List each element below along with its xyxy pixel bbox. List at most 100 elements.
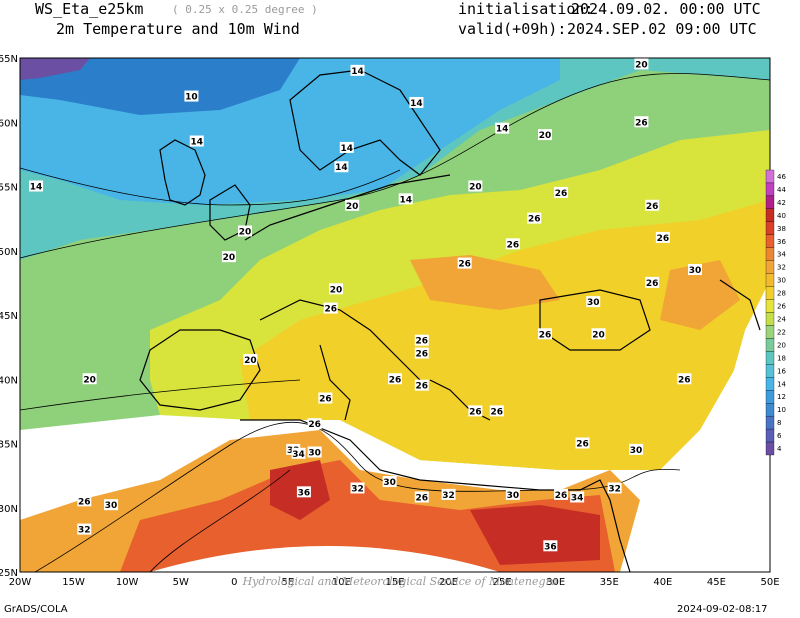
lat-tick-label: 50N [0, 247, 18, 258]
contour-label-bg [543, 540, 558, 552]
colorbar-swatch [765, 286, 775, 300]
coldest-patch [20, 58, 90, 80]
contour-label: 26 [528, 215, 541, 225]
sea-cold-zone [20, 58, 300, 115]
colorbar-swatch [765, 390, 775, 404]
contour-label: 26 [308, 420, 321, 430]
colorbar-swatch [765, 325, 775, 339]
contour-label-bg [629, 443, 644, 455]
colorbar-swatch [765, 260, 775, 274]
colorbar-swatch [765, 182, 775, 197]
contour-label-bg [634, 58, 649, 70]
contour-label: 26 [539, 330, 552, 340]
contour-label: 26 [646, 202, 659, 212]
contour-label-bg [184, 90, 199, 102]
contour-label: 26 [491, 407, 504, 417]
colorbar-swatch [765, 351, 775, 365]
lon-tick-label: 5W [173, 577, 189, 588]
colorbar-label: 38 [777, 225, 786, 233]
contour-label: 26 [635, 118, 648, 128]
contour-label: 20 [592, 330, 605, 340]
contour-label: 26 [389, 375, 402, 385]
valid-value: 2024.SEP.02 09:00 UTC [567, 20, 757, 38]
colorbar-label: 14 [777, 380, 786, 388]
contour-label: 14 [191, 138, 204, 148]
hot-patch-east [410, 255, 560, 310]
contour-label: 20 [539, 131, 552, 141]
contour-label-bg [538, 328, 552, 340]
temperature-colorbar: 46 44 42 40 38 36 34 32 30 28 26 24 22 20 18 16 14 12 10 8 6… [765, 169, 786, 456]
contour-label-bg [441, 488, 456, 500]
contour-label-bg [591, 328, 606, 340]
contour-label: 26 [657, 234, 670, 244]
contour-label: 26 [458, 260, 471, 270]
lat-tick-label: 60N [0, 118, 18, 129]
contour-label-bg [323, 302, 338, 314]
colorbar-label: 16 [777, 367, 786, 375]
contour-label-bg [318, 392, 333, 404]
contour-label-bg [296, 486, 311, 498]
lon-tick-label: 40E [653, 577, 672, 588]
lon-tick-label: 50E [760, 577, 779, 588]
contour-label: 26 [646, 279, 659, 289]
render-timestamp: 2024-09-02-08:17 [677, 604, 768, 615]
contour-label-bg [527, 212, 542, 224]
contour-label: 14 [30, 183, 43, 193]
colorbar-label: 32 [777, 264, 786, 272]
contour-label: 30 [383, 478, 396, 488]
valid-label: valid(+09h): [458, 20, 567, 38]
lat-tick-label: 25N [0, 568, 18, 579]
colorbar-label: 26 [777, 303, 786, 311]
colorbar-label: 10 [777, 406, 786, 414]
contour-label: 26 [555, 491, 568, 501]
colorbar-swatch [765, 273, 775, 287]
contour-label-bg [505, 488, 520, 500]
contour-label-bg [339, 141, 354, 153]
contour-label: 30 [105, 501, 118, 511]
contour-label-bg [189, 135, 204, 147]
contour-label: 20 [223, 253, 236, 263]
contour-label: 30 [630, 446, 643, 456]
contour-label-bg [655, 231, 670, 243]
contour-label-bg [398, 193, 413, 205]
contour-label: 26 [416, 493, 429, 503]
contour-label-bg [409, 96, 424, 108]
contour-label: 26 [678, 375, 691, 385]
contour-label-bg [77, 495, 92, 507]
contour-label: 20 [83, 375, 96, 385]
lat-tick-label: 45N [0, 311, 18, 322]
lon-tick-label: 15E [385, 577, 404, 588]
contour-label-bg [350, 64, 365, 76]
contour-label: 32 [78, 526, 91, 536]
contour-label-bg [307, 418, 322, 430]
contour-label: 26 [507, 240, 520, 250]
contour-label-bg [538, 129, 552, 141]
lon-tick-label: 25E [493, 577, 512, 588]
lon-tick-label: 10E [332, 577, 351, 588]
contour-label: 14 [341, 144, 354, 154]
colorbar-swatch [765, 364, 775, 378]
contour-label-bg [307, 446, 322, 458]
contour-label: 30 [308, 448, 321, 458]
contour-label-bg [677, 373, 692, 385]
contour-label-bg [414, 347, 429, 359]
contour-label: 20 [469, 183, 482, 193]
contour-label-bg [634, 116, 649, 128]
contour-label: 30 [587, 298, 600, 308]
contour-label: 36 [298, 488, 311, 498]
contour-label: 34 [571, 493, 584, 503]
contour-label: 32 [442, 491, 455, 501]
contour-label-bg [645, 276, 660, 288]
contour-label: 30 [507, 491, 520, 501]
colorbar-label: 30 [777, 277, 786, 285]
map-field [20, 58, 770, 572]
colorbar-swatch [765, 441, 775, 456]
colorbar-swatch [765, 195, 775, 210]
contour-label: 32 [608, 484, 621, 494]
lon-tick-label: 20W [9, 577, 32, 588]
contour-label: 34 [292, 450, 305, 460]
colorbar-label: 44 [777, 186, 786, 194]
contour-label-bg [29, 180, 44, 192]
software-credit: GrADS/COLA [4, 604, 68, 615]
